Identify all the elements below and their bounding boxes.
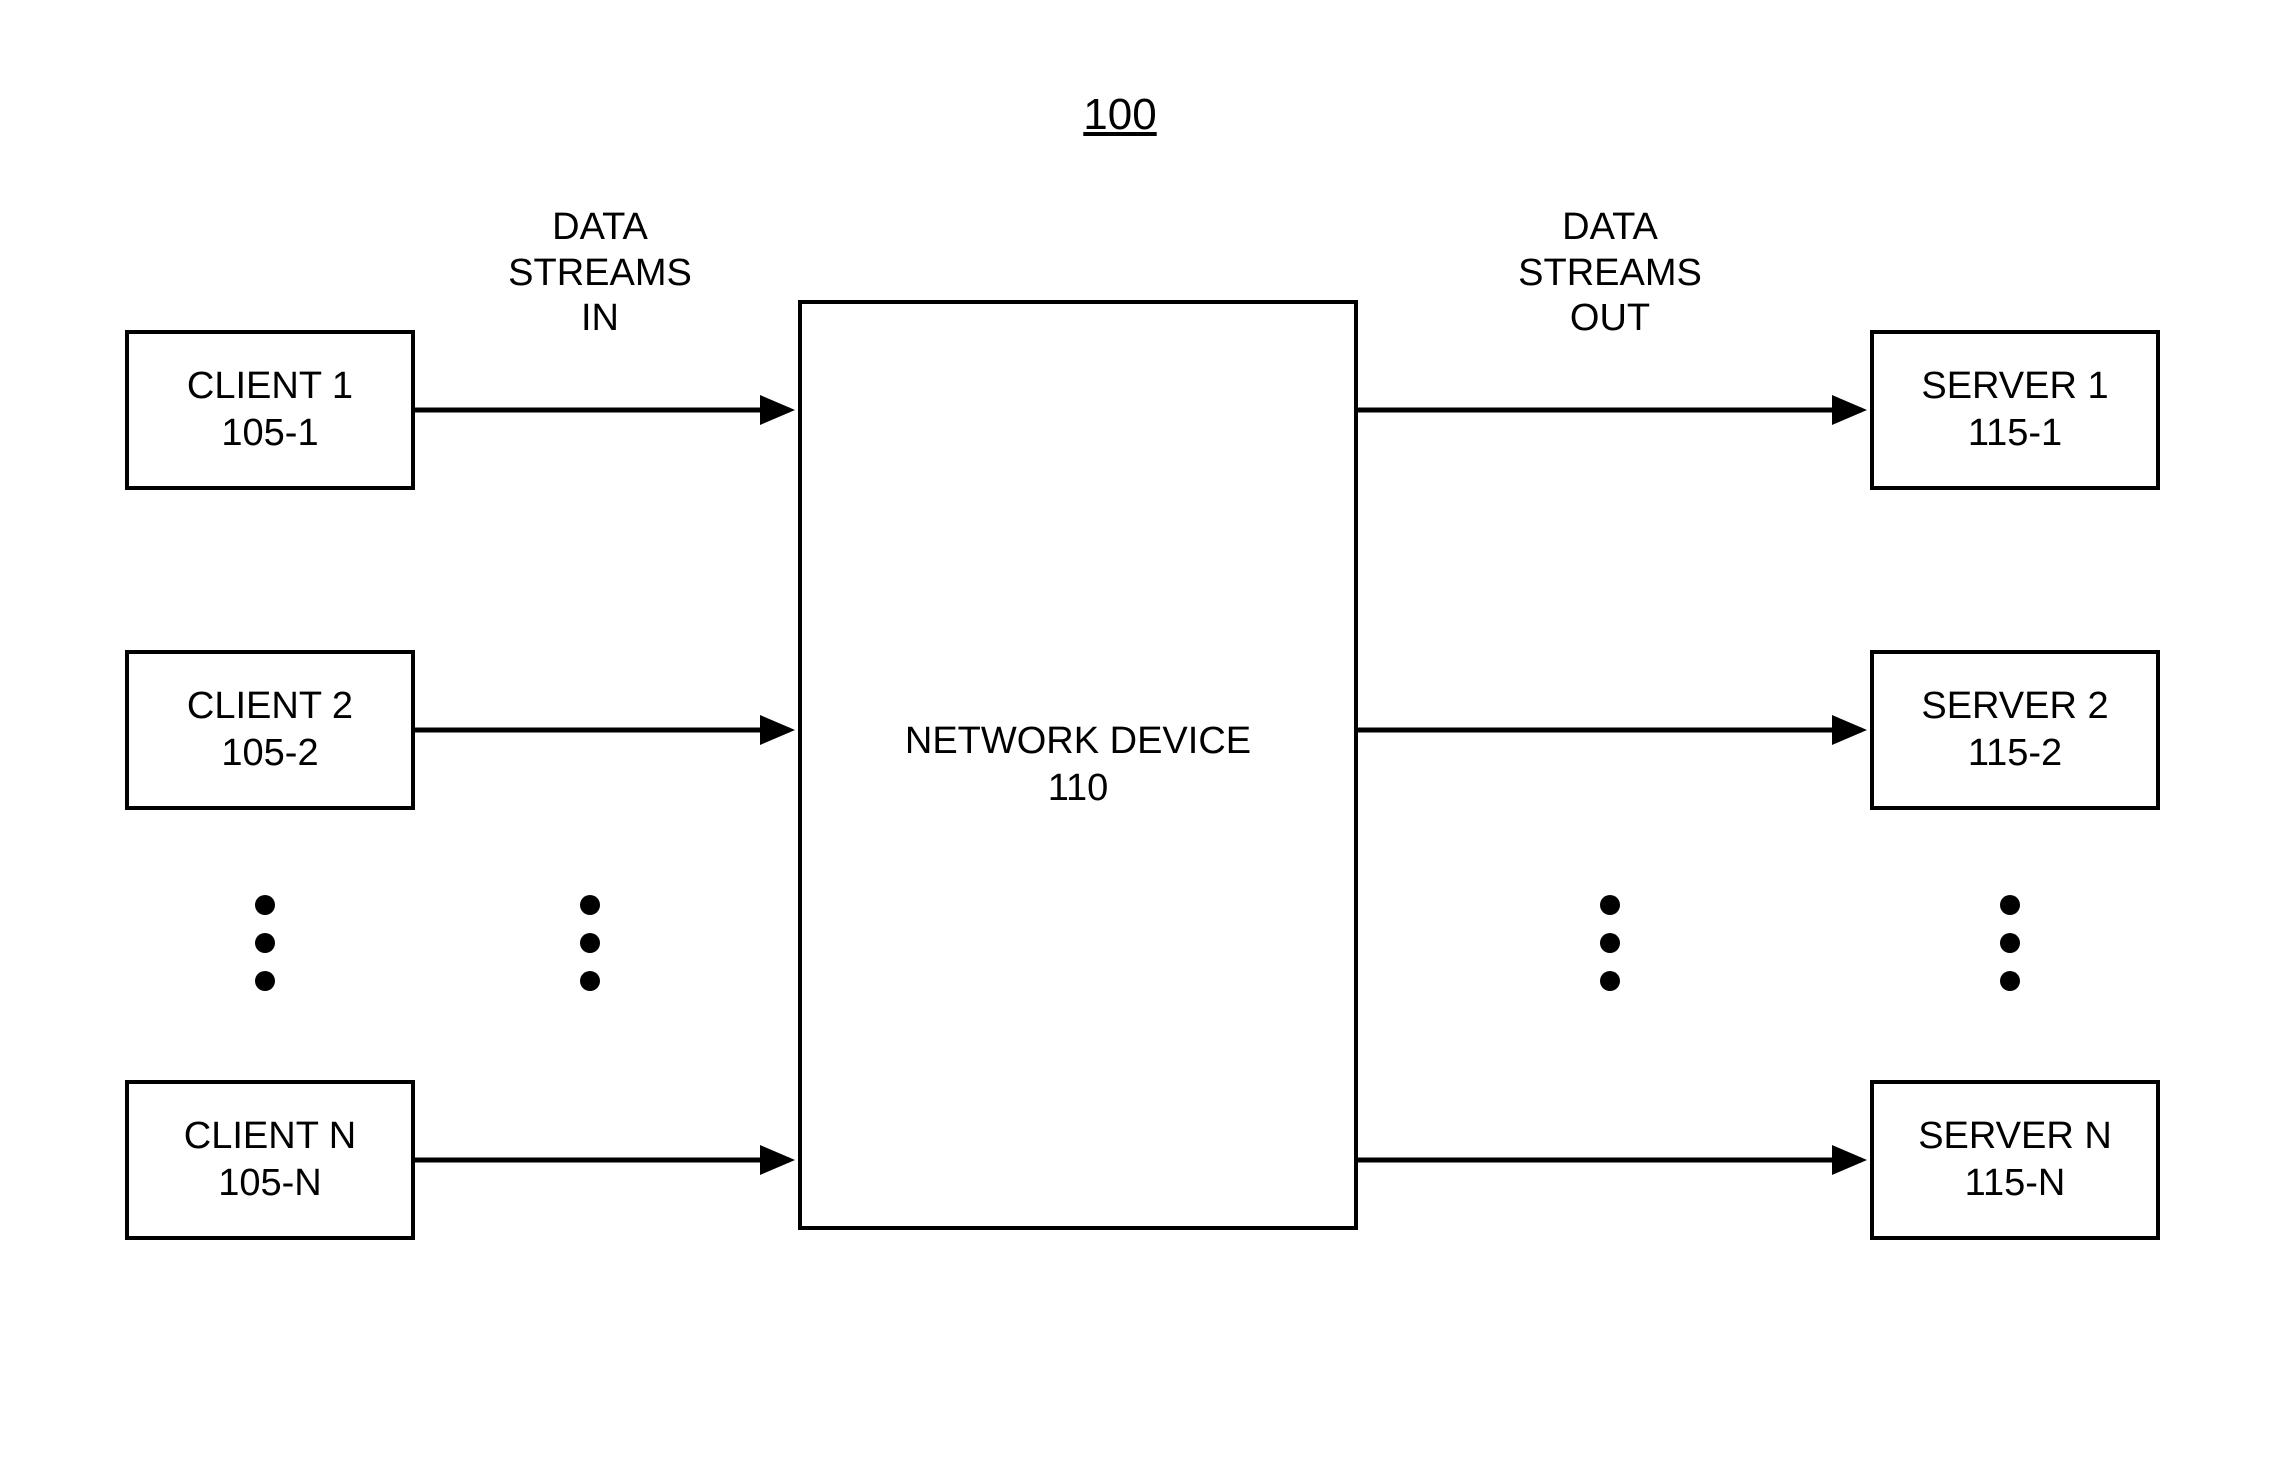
vdots-arrows-right	[1600, 895, 1620, 991]
server-n-name: SERVER N	[1918, 1113, 2112, 1161]
figure-number: 100	[1060, 90, 1180, 140]
server-box-2: SERVER 2 115-2	[1870, 650, 2160, 810]
server-1-ref: 115-1	[1968, 410, 2062, 458]
network-device-box: NETWORK DEVICE 110	[798, 300, 1358, 1230]
server-2-name: SERVER 2	[1921, 683, 2108, 731]
server-box-1: SERVER 1 115-1	[1870, 330, 2160, 490]
client-box-2: CLIENT 2 105-2	[125, 650, 415, 810]
client-n-ref: 105-N	[218, 1160, 322, 1208]
client-2-name: CLIENT 2	[187, 683, 353, 731]
label-streams-in: DATA STREAMS IN	[470, 205, 730, 342]
label-streams-out: DATA STREAMS OUT	[1480, 205, 1740, 342]
vdots-servers	[2000, 895, 2020, 991]
client-1-ref: 105-1	[221, 410, 318, 458]
diagram-canvas: 100 DATA STREAMS IN DATA STREAMS OUT NET…	[0, 0, 2271, 1459]
server-1-name: SERVER 1	[1921, 363, 2108, 411]
vdots-arrows-left	[580, 895, 600, 991]
network-device-ref: 110	[1048, 765, 1109, 813]
server-box-n: SERVER N 115-N	[1870, 1080, 2160, 1240]
server-2-ref: 115-2	[1968, 730, 2062, 778]
client-box-n: CLIENT N 105-N	[125, 1080, 415, 1240]
client-2-ref: 105-2	[221, 730, 318, 778]
vdots-clients	[255, 895, 275, 991]
client-1-name: CLIENT 1	[187, 363, 353, 411]
server-n-ref: 115-N	[1965, 1160, 2066, 1208]
client-box-1: CLIENT 1 105-1	[125, 330, 415, 490]
client-n-name: CLIENT N	[184, 1113, 356, 1161]
network-device-name: NETWORK DEVICE	[905, 718, 1251, 766]
